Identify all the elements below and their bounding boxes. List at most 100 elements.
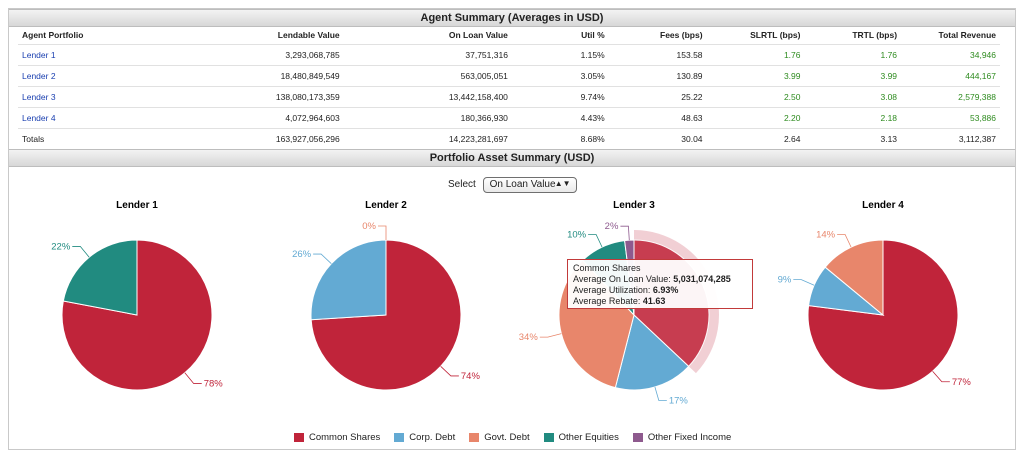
select-value: On Loan Value: [489, 179, 556, 190]
table-cell: 1.76: [804, 44, 902, 66]
table-cell: 163,927,056,296: [193, 128, 344, 149]
select-arrows-icon: ▲▼: [554, 179, 571, 188]
legend-swatch: [394, 433, 405, 442]
table-cell: 9.74%: [511, 86, 609, 108]
table-cell: 1.76: [706, 44, 805, 66]
pie-slice[interactable]: [310, 239, 387, 321]
table-cell: 2,579,388: [901, 86, 1000, 108]
col-fees: Fees (bps): [660, 30, 703, 40]
pie-slice[interactable]: [61, 239, 213, 391]
col-slrtl: SLRTL (bps): [750, 30, 801, 40]
portfolio-asset-summary-header: Portfolio Asset Summary (USD): [9, 149, 1015, 167]
table-cell: 2.64: [706, 128, 805, 149]
pie-label-line: [932, 370, 950, 383]
pie-slice[interactable]: [807, 239, 959, 391]
pie-slice-label: 0%: [362, 221, 376, 232]
legend-swatch: [469, 433, 480, 442]
legend-item[interactable]: Common Shares: [294, 432, 380, 443]
legend-item[interactable]: Other Equities: [543, 432, 619, 443]
agent-summary-header: Agent Summary (Averages in USD): [9, 9, 1015, 27]
col-on-loan-value: On Loan Value: [448, 30, 508, 40]
col-util: Util %: [581, 30, 605, 40]
table-cell: 3.13: [804, 128, 902, 149]
pie-slice-label: 26%: [292, 249, 312, 260]
table-cell: 563,005,051: [343, 65, 512, 87]
pie-label-line: [588, 234, 603, 248]
pie-slice-label: 78%: [204, 379, 224, 390]
table-cell: 53,886: [901, 107, 1000, 129]
table-cell: 25.22: [608, 86, 707, 108]
legend-swatch: [294, 433, 304, 442]
select-label: Select: [448, 179, 476, 190]
pie-label-line: [539, 333, 562, 338]
pie-label-line: [440, 366, 459, 377]
pie-slice-label: 9%: [778, 275, 792, 286]
pie-slice-label: 34%: [519, 332, 539, 343]
col-lendable-value: Lendable Value: [277, 30, 340, 40]
table-cell: 48.63: [608, 107, 707, 129]
lender-link[interactable]: Lender 1: [18, 44, 194, 66]
table-cell: 4,072,964,603: [193, 107, 344, 129]
table-cell: 2.20: [706, 107, 805, 129]
pie-slice-label: 22%: [51, 241, 71, 252]
table-row: Lender 3 138,080,173,359 13,442,158,400 9.7…: [18, 86, 1000, 108]
pie-slice-label: 2%: [605, 221, 619, 232]
pie-label-line: [654, 386, 667, 401]
chart-legend: Common Shares Corp. Debt Govt. Debt Other E…: [294, 432, 731, 443]
lender-link[interactable]: Lender 3: [18, 86, 194, 108]
legend-label: Govt. Debt: [484, 432, 530, 443]
table-row: Lender 4 4,072,964,603 180,366,930 4.43% 48.…: [18, 107, 1000, 129]
table-row: Lender 2 18,480,849,549 563,005,051 3.05% 13…: [18, 65, 1000, 87]
pie-slice-label: 74%: [461, 371, 481, 382]
table-cell: 4.43%: [511, 107, 609, 129]
on-loan-value-select[interactable]: On Loan Value ▲▼: [482, 177, 577, 193]
table-row: Lender 1 3,293,068,785 37,751,316 1.15% 153.…: [18, 44, 1000, 66]
col-agent-portfolio: Agent Portfolio: [22, 30, 84, 40]
pie-label-line: [184, 372, 202, 384]
legend-swatch: [543, 433, 554, 442]
table-cell: 2.18: [804, 107, 902, 129]
pie-slice-label: 17%: [669, 395, 689, 406]
tooltip-title: Common Shares: [573, 263, 641, 273]
table-cell: 30.04: [608, 128, 707, 149]
table-cell: 3.05%: [511, 65, 609, 87]
legend-label: Common Shares: [309, 432, 381, 443]
legend-label: Other Equities: [558, 432, 619, 443]
table-cell: 14,223,281,697: [343, 128, 512, 149]
totals-row: Totals 163,927,056,296 14,223,281,697 8.68%…: [18, 128, 1000, 149]
pie-slice-label: 10%: [567, 229, 587, 240]
table-cell: 13,442,158,400: [343, 86, 512, 108]
pie-title: Lender 2: [365, 200, 407, 211]
legend-swatch: [632, 433, 643, 442]
table-cell: 444,167: [901, 65, 1000, 87]
table-cell: 138,080,173,359: [193, 86, 344, 108]
tooltip-line-rebate: Average Rebate: 41.63: [573, 296, 666, 306]
table-cell: 180,366,930: [343, 107, 512, 129]
lender-link[interactable]: Lender 4: [18, 107, 194, 129]
table-cell: 3.99: [706, 65, 805, 87]
pie-label-line: [620, 225, 630, 241]
agent-summary-table: Agent Portfolio Lendable Value On Loan V…: [18, 26, 1000, 149]
pie-label-line: [378, 225, 387, 240]
table-cell: 8.68%: [511, 128, 609, 149]
pie-title: Lender 4: [862, 200, 904, 211]
legend-item[interactable]: Corp. Debt: [394, 432, 455, 443]
pie-label-line: [837, 234, 852, 248]
pie-slice[interactable]: [62, 239, 138, 316]
table-cell: 3,112,387: [901, 128, 1000, 149]
legend-item[interactable]: Govt. Debt: [469, 432, 530, 443]
table-cell: 3.08: [804, 86, 902, 108]
table-cell: 37,751,316: [343, 44, 512, 66]
pie-slice-label: 77%: [952, 377, 972, 388]
select-row: Select On Loan Value ▲▼: [448, 177, 577, 193]
pie-slice-label: 14%: [816, 229, 836, 240]
table-cell: 153.58: [608, 44, 707, 66]
pie-label-line: [313, 253, 332, 264]
totals-label: Totals: [18, 128, 194, 149]
lender-link[interactable]: Lender 2: [18, 65, 194, 87]
table-cell: 3.99: [804, 65, 902, 87]
col-trtl: TRTL (bps): [852, 30, 898, 40]
table-cell: 1.15%: [511, 44, 609, 66]
legend-item[interactable]: Other Fixed Income: [632, 432, 732, 443]
legend-label: Other Fixed Income: [647, 432, 732, 443]
